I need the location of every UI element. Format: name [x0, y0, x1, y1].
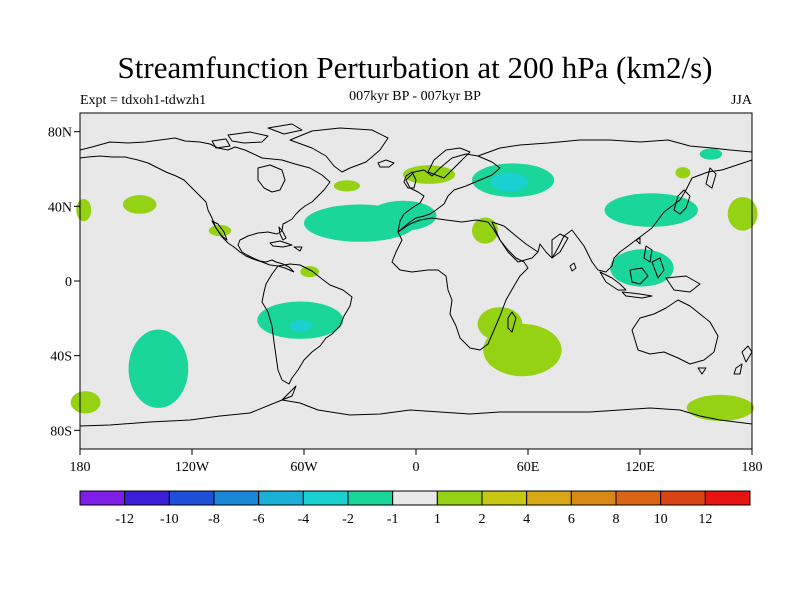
colorbar-swatch — [347, 490, 394, 506]
colorbar-label: 1 — [434, 512, 441, 527]
colorbar-label: -1 — [387, 512, 399, 527]
contour-region-positive-20 — [727, 197, 758, 231]
x-tick-label: 60E — [517, 460, 540, 475]
contour-region-positive-22 — [70, 391, 101, 414]
colorbar-swatch — [481, 490, 528, 506]
colorbar-label: -6 — [253, 512, 265, 527]
coast-north-america-west — [79, 155, 295, 273]
colorbar-label: -8 — [208, 512, 220, 527]
colorbar-label: 4 — [523, 512, 530, 527]
colorbar-swatch — [258, 490, 304, 506]
x-tick-label: 180 — [70, 460, 91, 475]
colorbar-swatch — [79, 490, 126, 506]
coastlines — [79, 123, 753, 427]
colorbar-swatch — [392, 490, 438, 506]
y-tick-label: 80S — [50, 424, 72, 439]
coast-greenland — [289, 127, 389, 173]
colorbar-swatch — [436, 490, 483, 506]
x-tick-label: 120W — [175, 460, 210, 475]
y-axis: 80N 40N 0 40S 80S — [48, 126, 80, 439]
coast-kamchatka — [705, 167, 717, 189]
contour-region-positive-13 — [208, 225, 232, 237]
experiment-label: Expt = tdxoh1-tdwzh1 — [80, 93, 207, 108]
coast-sri-lanka — [569, 262, 577, 272]
coast-arabia — [491, 221, 539, 263]
colorbar-swatch — [302, 490, 349, 506]
colorbar-swatch — [570, 490, 617, 506]
map-subtitle: 007kyr BP - 007kyr BP — [349, 89, 481, 104]
coast-south-america — [261, 263, 353, 385]
contour-region-positive-12 — [76, 198, 92, 222]
colorbar: -12 -10 -8 -6 -4 -2 -1 1 2 4 6 8 10 12 — [79, 490, 751, 527]
contour-region-positive-11 — [122, 195, 157, 214]
coast-florida — [278, 226, 287, 241]
map-title: Streamfunction Perturbation at 200 hPa (… — [117, 50, 713, 85]
x-tick-label: 180 — [742, 460, 763, 475]
colorbar-label: 2 — [479, 512, 486, 527]
x-tick-label: 120E — [625, 460, 655, 475]
contour-region-positive-23 — [675, 167, 691, 179]
colorbar-label: 6 — [568, 512, 575, 527]
coast-australia — [631, 299, 719, 365]
contour-region-positive-21 — [686, 394, 754, 421]
coast-madagascar — [507, 311, 517, 333]
coast-africa — [391, 217, 529, 351]
coast-arctic-islands — [211, 123, 303, 149]
colorbar-swatch — [615, 490, 662, 506]
coast-antarctica — [79, 399, 753, 427]
y-tick-label: 40S — [50, 350, 72, 365]
coast-antarctic-peninsula — [281, 385, 297, 401]
coast-baja — [211, 220, 228, 241]
y-tick-label: 40N — [48, 200, 72, 215]
coast-hudson-bay — [257, 164, 286, 193]
contour-region-negative-10 — [699, 148, 723, 160]
coast-japan — [673, 189, 691, 215]
contour-region-positive-17 — [472, 217, 499, 244]
colorbar-swatch — [124, 490, 170, 506]
x-tick-label: 0 — [413, 460, 420, 475]
coast-asia — [477, 139, 753, 157]
coast-india — [551, 233, 569, 259]
coast-britain — [403, 171, 417, 189]
y-tick-label: 80N — [48, 126, 72, 141]
y-tick-label: 0 — [65, 275, 72, 290]
x-axis: 180 120W 60W 0 60E 120E 180 — [70, 449, 763, 475]
x-tick-label: 60W — [290, 460, 318, 475]
contour-region-positive-19 — [477, 307, 523, 341]
coast-cuba — [269, 240, 303, 252]
colorbar-swatch — [704, 490, 751, 506]
coast-philippines — [635, 237, 653, 263]
colorbar-label: -4 — [297, 512, 309, 527]
contour-region-negative-5 — [604, 193, 698, 227]
colorbar-swatch — [213, 490, 260, 506]
contour-region-positive-15 — [333, 180, 360, 192]
colorbar-label: 10 — [654, 512, 668, 527]
colorbar-label: -12 — [115, 512, 134, 527]
coast-europe — [397, 153, 501, 233]
contour-regions — [70, 148, 758, 421]
colorbar-label: -2 — [342, 512, 354, 527]
colorbar-swatch — [660, 490, 706, 506]
coast-scandinavia — [427, 147, 471, 179]
colorbar-swatch — [168, 490, 215, 506]
coast-tasmania — [697, 367, 707, 375]
colorbar-swatch — [526, 490, 572, 506]
colorbar-label: 8 — [613, 512, 620, 527]
colorbar-label: -10 — [160, 512, 179, 527]
contour-region-negative-9 — [128, 329, 189, 408]
contour-region-negative-8 — [289, 320, 312, 332]
coast-iceland — [377, 159, 395, 168]
contour-region-negative-4 — [490, 172, 528, 192]
map-plot-area — [70, 112, 758, 450]
coast-north-america — [79, 137, 331, 273]
coast-indonesia — [599, 257, 701, 299]
season-label: JJA — [730, 93, 752, 108]
contour-region-positive-14 — [300, 266, 319, 278]
colorbar-label: 12 — [698, 512, 712, 527]
coast-asia-east — [537, 159, 753, 273]
